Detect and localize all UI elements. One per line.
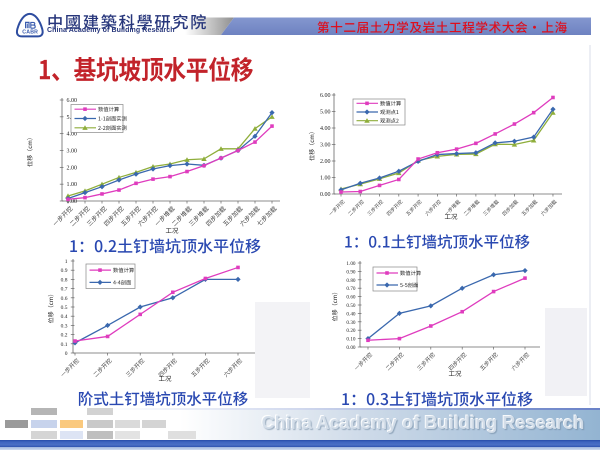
svg-text:6.00: 6.00 (320, 93, 331, 99)
svg-text:0.20: 0.20 (346, 328, 355, 334)
svg-text:0.5: 0.5 (61, 305, 68, 311)
svg-text:0.00: 0.00 (320, 192, 331, 198)
svg-text:0.4: 0.4 (61, 314, 68, 320)
svg-text:0.6: 0.6 (61, 296, 68, 302)
svg-text:0.2: 0.2 (61, 333, 68, 339)
svg-text:3.00: 3.00 (67, 149, 78, 155)
svg-text:6.00: 6.00 (67, 98, 78, 104)
svg-text:4.00: 4.00 (67, 132, 78, 138)
svg-text:5.00: 5.00 (320, 110, 331, 116)
svg-text:0.40: 0.40 (346, 311, 355, 317)
svg-text:0.00: 0.00 (346, 345, 355, 351)
svg-text:2.00: 2.00 (320, 159, 331, 165)
svg-text:0.10: 0.10 (346, 337, 355, 343)
svg-text:0.7: 0.7 (61, 287, 68, 293)
svg-text:0.50: 0.50 (346, 303, 355, 309)
svg-text:4.00: 4.00 (320, 126, 331, 132)
svg-text:1.00: 1.00 (67, 182, 78, 188)
svg-text:0.3: 0.3 (61, 323, 68, 329)
svg-text:0.1: 0.1 (61, 342, 68, 348)
svg-text:1.00: 1.00 (346, 261, 355, 267)
svg-text:0.8: 0.8 (61, 277, 68, 283)
svg-text:0.90: 0.90 (346, 269, 355, 275)
svg-text:CABR: CABR (22, 29, 38, 35)
svg-text:3.00: 3.00 (320, 143, 331, 149)
svg-text:1: 1 (65, 259, 68, 265)
svg-text:0.00: 0.00 (67, 199, 78, 205)
svg-text:0.80: 0.80 (346, 278, 355, 284)
svg-text:0.70: 0.70 (346, 286, 355, 292)
svg-text:1.00: 1.00 (320, 176, 331, 182)
svg-text:2.00: 2.00 (67, 165, 78, 171)
svg-text:0.30: 0.30 (346, 320, 355, 326)
svg-text:0.60: 0.60 (346, 295, 355, 301)
svg-text:0.9: 0.9 (61, 268, 68, 274)
svg-text:0: 0 (65, 351, 68, 357)
